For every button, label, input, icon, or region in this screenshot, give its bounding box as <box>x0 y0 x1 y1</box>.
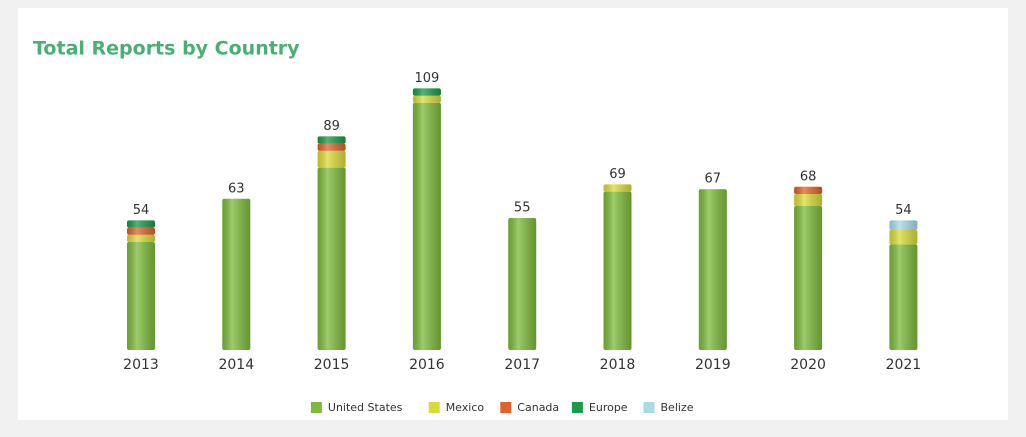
bar-shine <box>317 136 346 144</box>
legend-swatch <box>643 402 655 413</box>
legend-swatch <box>500 402 512 413</box>
bar-shine <box>317 143 346 151</box>
value-label: 54 <box>895 203 912 218</box>
bar-shine <box>412 102 441 350</box>
bar-shine <box>889 220 918 230</box>
value-label: 67 <box>705 172 722 187</box>
chart-title: Total Reports by Country <box>33 38 300 60</box>
value-label: 69 <box>609 167 626 182</box>
bar-shine <box>317 167 346 350</box>
bar-shine <box>698 189 727 350</box>
x-tick-label: 2018 <box>600 357 636 373</box>
bar-shine <box>412 88 441 96</box>
value-label: 89 <box>323 119 340 134</box>
x-tick-label: 2017 <box>504 357 540 373</box>
value-label: 109 <box>414 71 439 86</box>
x-tick-label: 2020 <box>790 357 826 373</box>
legend-label: Belize <box>661 401 694 414</box>
value-label: 55 <box>514 201 531 216</box>
x-tick-label: 2015 <box>314 357 350 373</box>
bar-shine <box>127 227 155 235</box>
value-label: 54 <box>133 203 150 218</box>
bar-shine <box>127 220 155 228</box>
x-tick-label: 2016 <box>409 357 445 373</box>
value-label: 63 <box>228 181 245 196</box>
bar-shine <box>794 194 823 206</box>
x-tick-label: 2014 <box>218 357 254 373</box>
legend-swatch <box>428 402 440 413</box>
bar-shine <box>127 242 155 350</box>
bar-shine <box>222 198 251 350</box>
x-tick-label: 2021 <box>886 357 922 373</box>
legend-swatch <box>310 402 322 413</box>
bar-shine <box>127 234 155 242</box>
x-tick-label: 2019 <box>695 357 731 373</box>
legend-label: Canada <box>517 401 559 414</box>
bar-shine <box>889 244 918 350</box>
bar-shine <box>603 184 632 192</box>
bar-shine <box>412 95 441 103</box>
bar-shine <box>794 186 823 194</box>
bar-shine <box>508 218 537 350</box>
x-tick-label: 2013 <box>123 357 159 373</box>
value-label: 68 <box>800 169 817 184</box>
bar-shine <box>889 230 918 245</box>
legend-swatch <box>571 402 583 413</box>
bar-shine <box>603 191 632 350</box>
bar-shine <box>317 150 346 168</box>
legend-label: Mexico <box>446 401 485 414</box>
legend-label: Europe <box>589 401 628 414</box>
bar-shine <box>794 206 823 350</box>
panel <box>18 8 1008 420</box>
legend-label: United States <box>328 401 403 414</box>
